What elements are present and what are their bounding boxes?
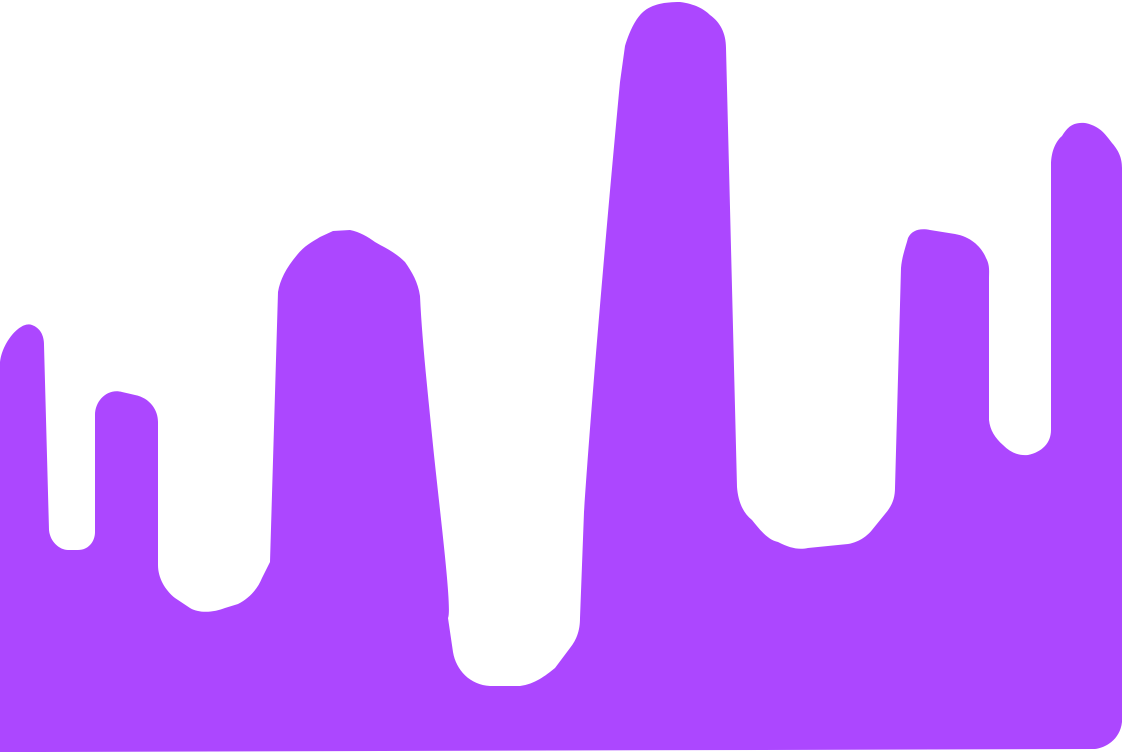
canvas	[0, 2, 1122, 752]
drip-shape-graphic	[0, 2, 1122, 752]
purple-drip-shape	[0, 2, 1122, 752]
